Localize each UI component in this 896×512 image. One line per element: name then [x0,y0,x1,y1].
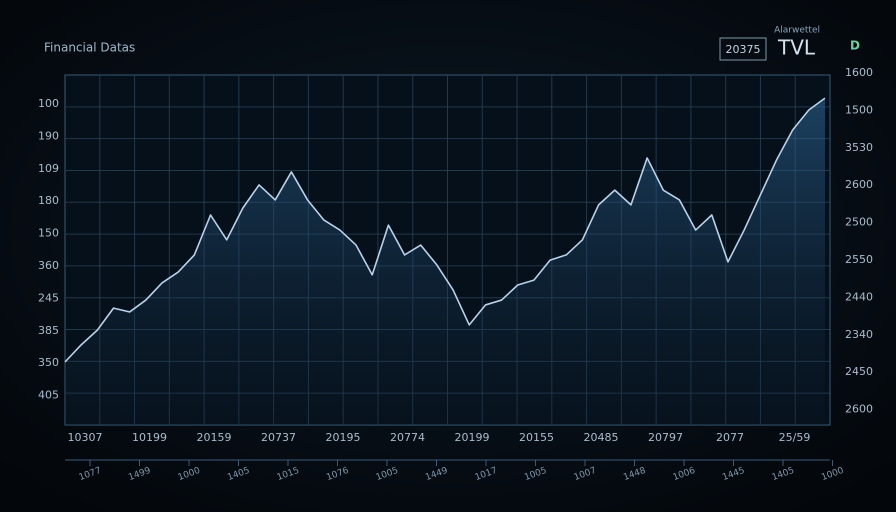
y2-axis-label: 2550 [845,253,873,266]
y-axis-label: 350 [38,356,59,369]
x-tick-label: 20774 [390,431,425,444]
y-axis-label: 109 [38,162,59,175]
header-icon: D [850,39,860,53]
y-axis-label: 180 [38,194,59,207]
x-tick-label: 2077 [716,431,744,444]
y2-axis-label: 1600 [845,66,873,79]
y2-axis-label: 2450 [845,365,873,378]
header-box-text: 20375 [726,43,761,56]
y2-axis-label: 3530 [845,141,873,154]
x-tick-label: 25/59 [779,431,811,444]
y-axis-label: 360 [38,259,59,272]
y-axis-label: 100 [38,97,59,110]
y2-axis-label: 2600 [845,178,873,191]
x-tick-label: 20199 [455,431,490,444]
y-axis-label: 150 [38,227,59,240]
y2-axis-label: 2340 [845,328,873,341]
x-tick-label: 20159 [197,431,232,444]
x-tick-label: 20155 [519,431,554,444]
x-tick-label: 10199 [132,431,167,444]
y-axis-label: 385 [38,324,59,337]
y2-axis-label: 1500 [845,103,873,116]
x-tick-label: 20797 [648,431,683,444]
line [64,97,826,363]
x-tick-label: 20485 [584,431,619,444]
header-box [719,37,767,61]
y2-axis-label: 2440 [845,290,873,303]
y-axis-label: 405 [38,389,59,402]
y-axis-label: 190 [38,129,59,142]
area [65,98,825,425]
y2-axis-label: 2500 [845,216,873,229]
header-small: Alarwettel [774,26,820,36]
x-tick-label: 10307 [68,431,103,444]
header-label: TVL [777,36,816,60]
x-tick-label: 20195 [326,431,361,444]
chart-title: Financial Datas [44,41,135,55]
x-tick-label: 20737 [261,431,296,444]
y2-axis-label: 2600 [845,403,873,416]
y-axis-label: 245 [38,291,59,304]
